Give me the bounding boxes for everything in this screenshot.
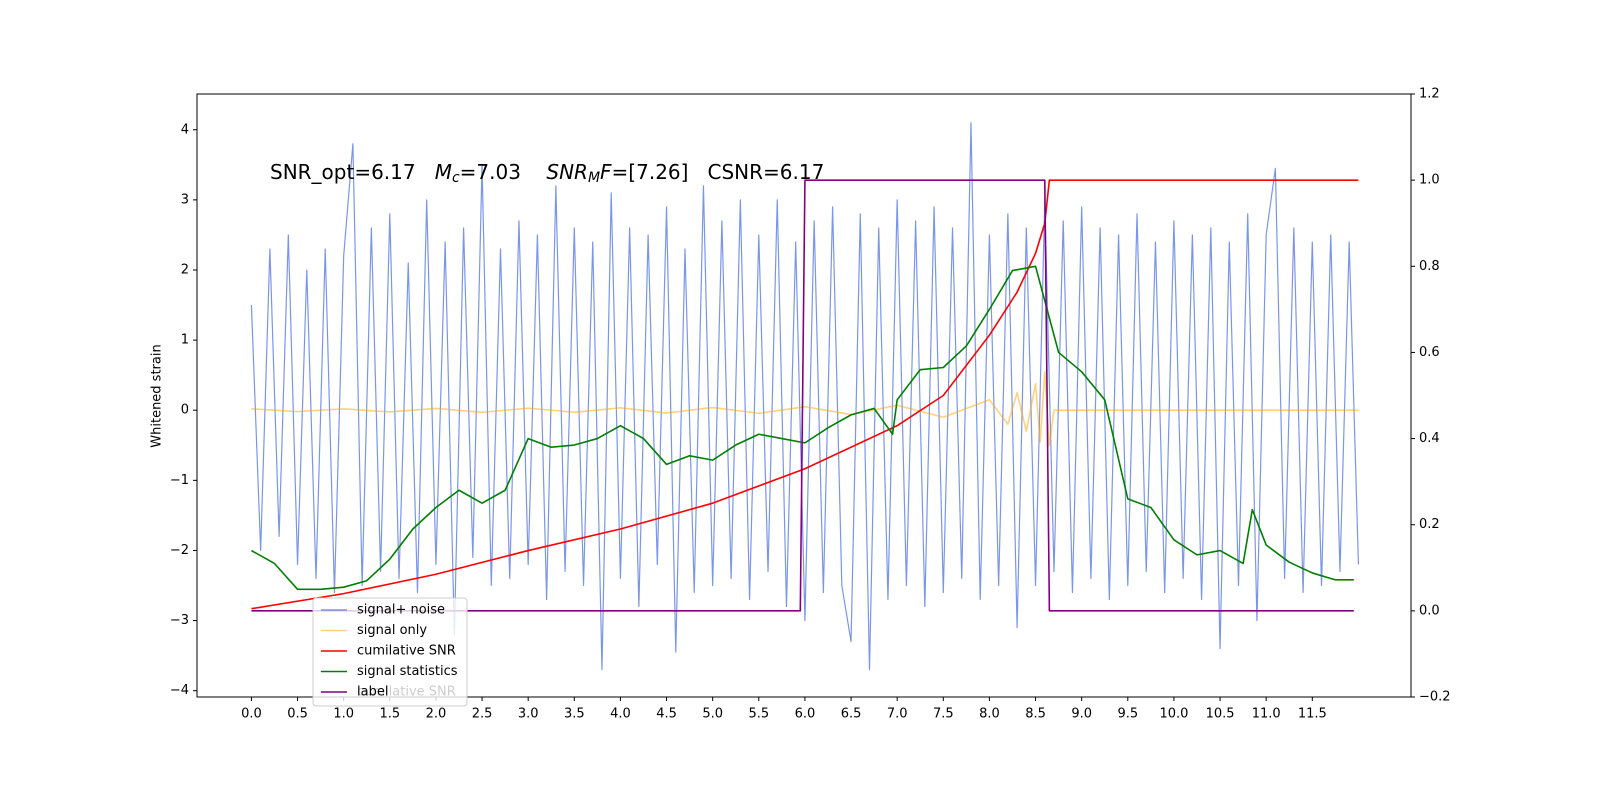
- annotation: SNR_opt=6.17 Mc=7.03 SNRMF=[7.26] CSNR=6…: [270, 160, 824, 187]
- x-tick-label: 7.0: [887, 707, 908, 722]
- legend-label: signal only: [357, 623, 427, 638]
- y2-tick-label: 0.8: [1419, 259, 1440, 274]
- x-tick-label: 6.5: [841, 707, 862, 722]
- annotation-part: M: [435, 160, 452, 184]
- annotation-part: =7.03: [460, 160, 547, 184]
- annotation-part: SNR_opt=6.17: [270, 160, 435, 184]
- legend-label: label: [357, 685, 388, 700]
- y-tick-label: −1: [170, 473, 189, 488]
- x-tick-label: 11.0: [1252, 707, 1281, 722]
- y-tick-label: −4: [170, 683, 189, 698]
- y-tick-label: 0: [181, 403, 189, 418]
- x-tick-label: 0.5: [287, 707, 308, 722]
- x-tick-label: 5.0: [702, 707, 723, 722]
- x-tick-label: 1.0: [333, 707, 354, 722]
- x-tick-label: 8.5: [1025, 707, 1046, 722]
- annotation-part: SNR: [546, 160, 588, 184]
- x-tick-label: 6.0: [795, 707, 816, 722]
- x-tick-label: 5.5: [748, 707, 769, 722]
- y2-tick-label: 1.2: [1419, 87, 1440, 102]
- x-tick-label: 10.0: [1159, 707, 1188, 722]
- x-tick-label: 11.5: [1298, 707, 1327, 722]
- y2-tick-label: 0.0: [1419, 603, 1440, 618]
- y-tick-label: −2: [170, 543, 189, 558]
- x-tick-label: 8.0: [979, 707, 1000, 722]
- y-tick-label: 2: [181, 262, 189, 277]
- x-tick-label: 3.5: [564, 707, 585, 722]
- y-tick-label: −3: [170, 613, 189, 628]
- series-line: [251, 179, 1359, 610]
- x-tick-label: 2.5: [472, 707, 493, 722]
- legend-label: signal statistics: [357, 664, 458, 679]
- x-tick-label: 3.0: [518, 707, 539, 722]
- x-tick-label: 10.5: [1206, 707, 1235, 722]
- x-tick-label: 1.5: [379, 707, 400, 722]
- x-tick-label: 4.0: [610, 707, 631, 722]
- y-tick-label: 3: [181, 192, 189, 207]
- legend-label: signal+ noise: [357, 603, 445, 618]
- y-axis-label: Whitened strain: [150, 344, 165, 447]
- axes-frame: [196, 93, 1412, 698]
- x-tick-label: 9.0: [1071, 707, 1092, 722]
- x-tick-label: 2.0: [426, 707, 447, 722]
- y2-tick-label: 0.2: [1419, 517, 1440, 532]
- legend-box: [312, 597, 468, 707]
- y-tick-label: 1: [181, 333, 189, 348]
- legend-label: cumilative SNR: [357, 644, 456, 659]
- x-tick-label: 9.5: [1117, 707, 1138, 722]
- y2-tick-label: 0.6: [1419, 345, 1440, 360]
- y2-tick-label: −0.2: [1419, 690, 1451, 705]
- y2-tick-label: 0.4: [1419, 431, 1440, 446]
- y2-tick-label: 1.0: [1419, 173, 1440, 188]
- annotation-part: c: [452, 170, 460, 186]
- series-line: [250, 122, 1360, 671]
- x-tick-label: 7.5: [933, 707, 954, 722]
- annotation-part: F: [600, 160, 612, 184]
- annotation-part: M: [588, 170, 600, 186]
- x-tick-label: 0.0: [241, 707, 262, 722]
- x-tick-label: 4.5: [656, 707, 677, 722]
- annotation-part: =[7.26] CSNR=6.17: [612, 160, 825, 184]
- series-line: [251, 370, 1359, 447]
- series-line: [251, 265, 1354, 591]
- plot-area: [250, 122, 1360, 671]
- series-line: [251, 179, 1354, 612]
- y-tick-label: 4: [181, 122, 189, 137]
